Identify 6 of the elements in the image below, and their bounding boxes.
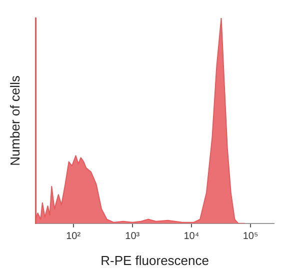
x-tick-label: 10⁵ — [242, 231, 258, 242]
x-axis-title: R-PE fluorescence — [100, 252, 209, 268]
x-tick-label: 10² — [66, 231, 82, 242]
y-axis-title: Number of cells — [7, 75, 22, 166]
x-tick-label: 10³ — [125, 231, 140, 242]
x-tick-label: 10⁴ — [184, 231, 200, 242]
